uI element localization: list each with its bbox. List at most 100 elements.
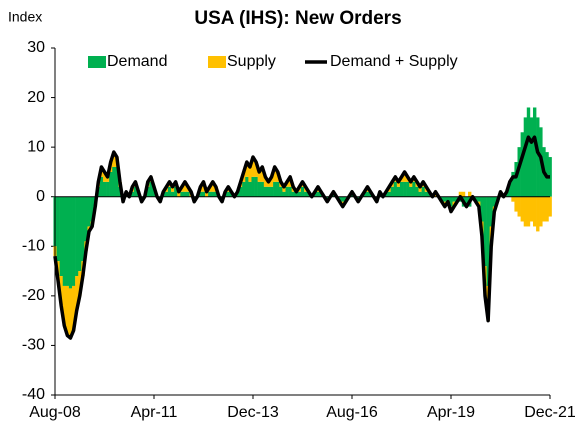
bar-segment <box>279 186 283 197</box>
bar-segment <box>365 191 370 197</box>
bar-segment <box>102 181 107 197</box>
bar-segment <box>276 181 280 197</box>
bar-segment <box>65 285 70 336</box>
bar-segment <box>403 181 407 197</box>
bar-segment <box>536 117 540 197</box>
bar-segment <box>260 166 265 182</box>
bar-segment <box>461 191 466 197</box>
bar-segment <box>72 196 76 286</box>
y-tick-label: 0 <box>36 188 45 205</box>
bar-segment <box>245 176 249 197</box>
bar-segment <box>106 181 110 197</box>
y-tick-label: 20 <box>27 89 45 106</box>
bar-segment <box>270 186 274 197</box>
y-tick-label: -40 <box>22 386 45 403</box>
bar-segment <box>214 191 218 197</box>
bar-segment <box>520 196 525 222</box>
bar-segment <box>316 191 320 197</box>
bar-segment <box>285 186 289 197</box>
bar-segment <box>90 196 94 222</box>
bar-segment <box>548 196 552 217</box>
bar-segment <box>130 191 135 197</box>
bar-segment <box>282 186 286 192</box>
y-tick-label: -30 <box>22 337 45 354</box>
bar-segment <box>443 196 447 202</box>
bar-segment <box>446 196 450 202</box>
bar-segment <box>75 196 79 277</box>
bar-segment <box>508 181 512 197</box>
bar-segment <box>523 117 528 197</box>
bar-segment <box>183 191 187 197</box>
y-tick-label: 30 <box>27 39 45 56</box>
bar-segment <box>68 288 73 338</box>
bar-segment <box>198 191 203 197</box>
legend-swatch <box>208 56 226 68</box>
bar-segment <box>177 191 181 197</box>
bar-segment <box>282 191 286 197</box>
bar-segment <box>248 166 252 182</box>
bar-segment <box>452 196 456 202</box>
bar-segment <box>254 162 258 177</box>
legend-label: Demand <box>107 53 167 70</box>
bar-segment <box>514 196 518 212</box>
bar-segment <box>72 285 76 331</box>
bar-segment <box>62 285 67 326</box>
bar-segment <box>542 196 546 222</box>
bar-segment <box>300 186 305 197</box>
bar-segment <box>291 191 296 197</box>
y-tick-label: -10 <box>22 238 45 255</box>
bar-segment <box>406 181 410 197</box>
bar-segment <box>536 196 540 232</box>
x-tick-label: Apr-11 <box>131 404 178 421</box>
bar-segment <box>208 191 212 197</box>
bar-segment <box>68 196 73 289</box>
bar-segment <box>341 196 345 202</box>
bar-segment <box>106 176 110 182</box>
bar-segment <box>409 186 413 197</box>
bar-segment <box>396 181 401 187</box>
bar-segment <box>532 107 537 197</box>
bar-segment <box>526 196 531 227</box>
bar-segment <box>171 191 175 197</box>
bar-segment <box>458 191 463 197</box>
x-tick-label: Dec-13 <box>227 404 279 421</box>
bar-segment <box>520 132 525 197</box>
x-tick-label: Dec-21 <box>524 404 576 421</box>
bar-segment <box>260 181 265 197</box>
bar-segment <box>186 191 190 197</box>
bar-segment <box>403 171 407 182</box>
bar-segment <box>263 186 268 197</box>
bar-segment <box>211 191 215 197</box>
bar-segment <box>489 196 494 227</box>
bar-segment <box>415 186 419 197</box>
bar-segment <box>242 181 246 197</box>
y-tick-label: 10 <box>27 138 45 155</box>
bar-segment <box>421 186 426 197</box>
bar-segment <box>266 186 271 197</box>
bar-segment <box>112 166 116 197</box>
bar-segment <box>65 196 70 286</box>
bar-segment <box>393 181 398 197</box>
bar-segment <box>75 276 79 311</box>
bar-segment <box>517 196 521 217</box>
bar-segment <box>248 181 252 197</box>
x-tick-label: Aug-16 <box>326 404 378 421</box>
bar-segment <box>514 162 518 197</box>
bar-segment <box>62 196 67 286</box>
bar-segment <box>396 186 401 197</box>
bar-segment <box>523 196 528 227</box>
bar-segment <box>526 107 531 197</box>
bar-segment <box>304 191 308 197</box>
bar-segment <box>251 157 255 177</box>
bar-segment <box>257 171 262 182</box>
bar-segment <box>477 196 481 202</box>
bar-segment <box>270 176 274 187</box>
bar-segment <box>205 191 209 197</box>
bar-segment <box>167 186 172 197</box>
bar-segment <box>109 171 113 197</box>
bar-segment <box>399 181 404 197</box>
bar-segment <box>532 196 537 227</box>
bar-segment <box>164 191 169 197</box>
bar-segment <box>273 166 277 182</box>
